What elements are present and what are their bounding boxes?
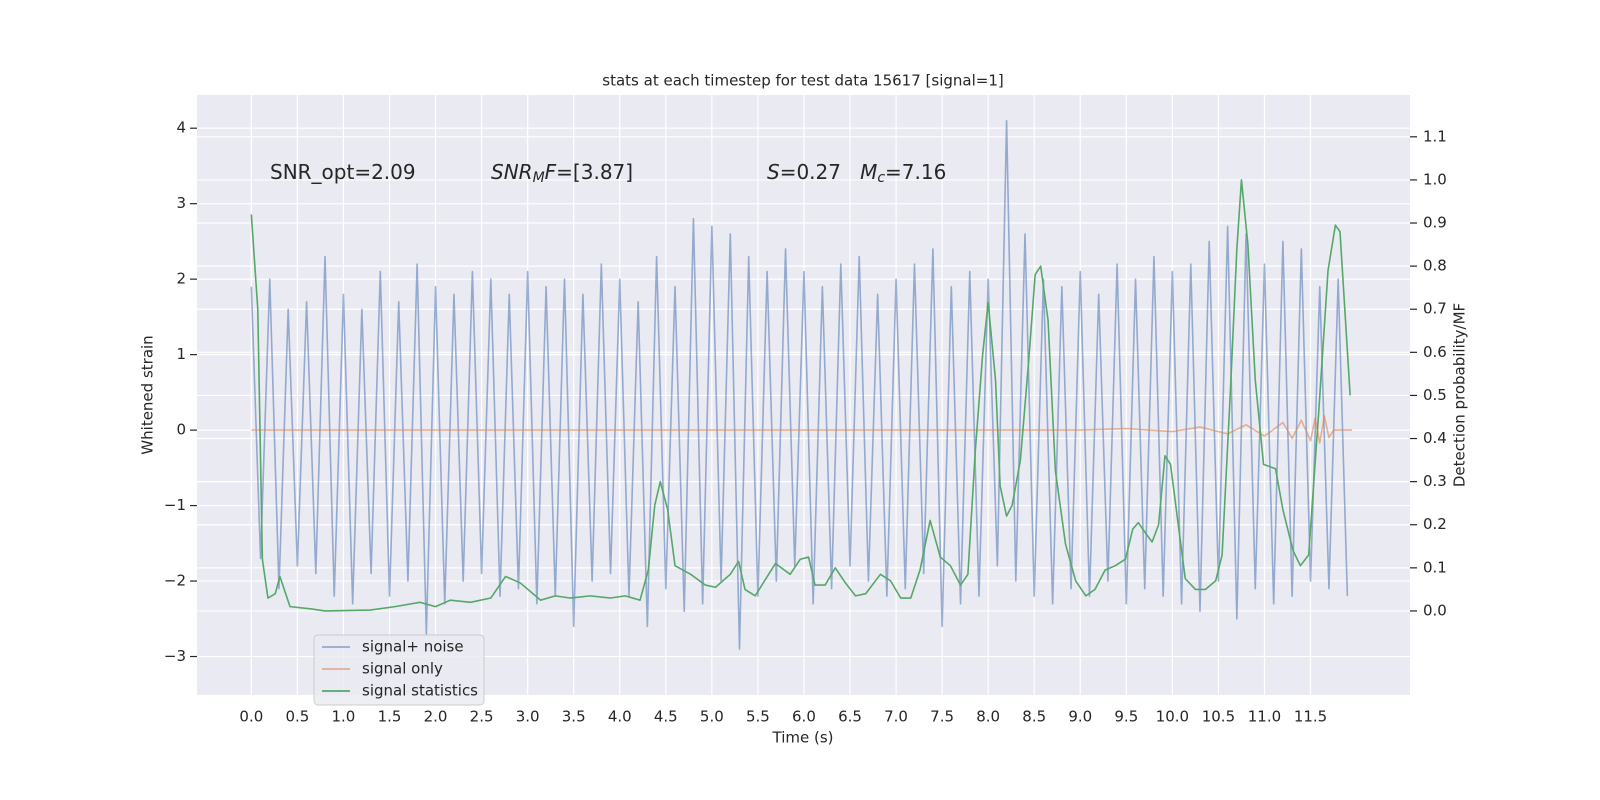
- y2-tick-label: 0.2: [1423, 515, 1447, 533]
- annotation-part: =7.16: [885, 160, 946, 184]
- x-tick-label: 10.5: [1202, 708, 1235, 726]
- x-tick-label: 10.0: [1156, 708, 1189, 726]
- x-tick-label: 0.0: [239, 708, 263, 726]
- x-tick-label: 0.5: [285, 708, 309, 726]
- y2-tick-label: 0.5: [1423, 386, 1447, 404]
- y2-tick-label: 0.7: [1423, 300, 1447, 318]
- x-axis-label: Time (s): [772, 729, 834, 747]
- x-tick-label: 8.5: [1022, 708, 1046, 726]
- x-tick-label: 5.5: [746, 708, 770, 726]
- annotation-part: F: [545, 160, 557, 184]
- x-tick-label: 6.0: [792, 708, 816, 726]
- x-tick-label: 4.0: [608, 708, 632, 726]
- x-tick-label: 7.0: [884, 708, 908, 726]
- y-tick-label: 1: [176, 345, 186, 363]
- x-tick-label: 3.5: [562, 708, 586, 726]
- x-tick-label: 11.0: [1248, 708, 1281, 726]
- legend-label: signal only: [362, 660, 443, 678]
- y2-tick-label: 0.9: [1423, 214, 1447, 232]
- series-line: [251, 414, 1352, 444]
- y2-tick-label: 0.1: [1423, 558, 1447, 576]
- annotation-part: =[3.87]: [556, 160, 633, 184]
- y-axis-label: Whitened strain: [139, 335, 157, 454]
- annotation-part: S: [767, 160, 780, 184]
- y-tick-label: 0: [176, 421, 186, 439]
- annotation-part: M: [860, 160, 877, 184]
- annotation-part: =0.27: [780, 160, 860, 184]
- y-tick-label: −3: [164, 647, 186, 665]
- y-tick-label: −2: [164, 572, 186, 590]
- x-tick-label: 5.0: [700, 708, 724, 726]
- annotation: SNR_opt=2.09: [270, 160, 416, 184]
- series-line: [250, 179, 1351, 612]
- series-line: [250, 119, 1349, 650]
- x-tick-label: 1.0: [332, 708, 356, 726]
- y2-axis-label: Detection probability/MF: [1451, 303, 1469, 487]
- x-tick-label: 9.0: [1068, 708, 1092, 726]
- x-tick-label: 7.5: [930, 708, 954, 726]
- annotation-part: M: [533, 170, 545, 186]
- chart-title: stats at each timestep for test data 156…: [602, 72, 1003, 90]
- y2-tick-label: 1.1: [1423, 127, 1447, 145]
- annotation: SNRMF=[3.87]: [491, 160, 633, 187]
- y-tick-label: −1: [164, 496, 186, 514]
- legend-label: signal statistics: [362, 682, 478, 700]
- y2-tick-label: 0.4: [1423, 429, 1447, 447]
- y2-tick-label: 0.8: [1423, 257, 1447, 275]
- x-tick-label: 1.5: [378, 708, 402, 726]
- x-tick-label: 2.0: [424, 708, 448, 726]
- y-tick-label: 4: [176, 119, 186, 137]
- annotation-part: SNR: [491, 160, 533, 184]
- y-tick-label: 2: [176, 270, 186, 288]
- legend-box: [313, 634, 485, 706]
- legend-label: signal+ noise: [362, 638, 464, 656]
- y-tick-label: 3: [176, 194, 186, 212]
- x-tick-label: 2.5: [470, 708, 494, 726]
- x-tick-label: 11.5: [1294, 708, 1327, 726]
- x-tick-label: 9.5: [1114, 708, 1138, 726]
- y2-tick-label: 0.0: [1423, 601, 1447, 619]
- legend: signal+ noise signal only signal statistic…: [313, 634, 485, 706]
- annotation: S=0.27 Mc=7.16: [767, 160, 946, 187]
- annotation-part: SNR_opt=2.09: [270, 160, 416, 184]
- x-tick-label: 8.0: [976, 708, 1000, 726]
- x-tick-label: 3.0: [516, 708, 540, 726]
- x-tick-label: 6.5: [838, 708, 862, 726]
- y2-tick-label: 1.0: [1423, 170, 1447, 188]
- y2-tick-label: 0.3: [1423, 472, 1447, 490]
- x-tick-label: 4.5: [654, 708, 678, 726]
- annotation-part: c: [877, 170, 885, 186]
- y2-tick-label: 0.6: [1423, 343, 1447, 361]
